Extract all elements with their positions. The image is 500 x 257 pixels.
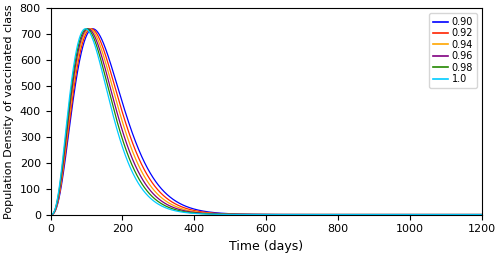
- X-axis label: Time (days): Time (days): [229, 240, 303, 253]
- Y-axis label: Population Density of vaccinated class: Population Density of vaccinated class: [4, 4, 14, 219]
- Legend: 0.90, 0.92, 0.94, 0.96, 0.98, 1.0: 0.90, 0.92, 0.94, 0.96, 0.98, 1.0: [429, 13, 477, 88]
